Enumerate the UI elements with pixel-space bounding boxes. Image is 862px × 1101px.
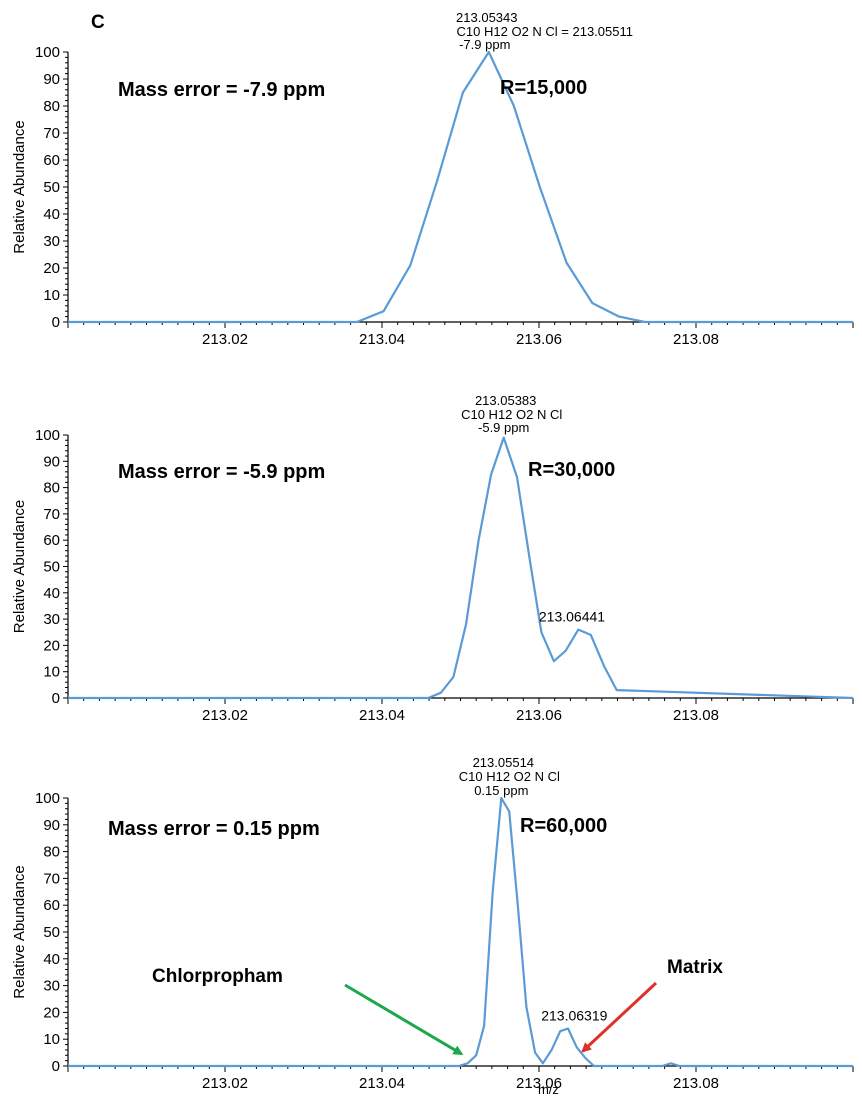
y-tick-label: 90 xyxy=(43,453,60,470)
x-tick-label: 213.06 xyxy=(516,707,562,724)
peak-error-label: 0.15 ppm xyxy=(474,783,528,798)
y-tick-label: 70 xyxy=(43,870,60,887)
x-tick-label: 213.02 xyxy=(202,707,248,724)
x-tick-label: 213.08 xyxy=(673,331,719,348)
x-tick-label: 213.06 xyxy=(516,331,562,348)
peak-mz-label: 213.05383 xyxy=(475,393,536,408)
y-tick-label: 50 xyxy=(43,179,60,196)
y-axis-label: Relative Abundance xyxy=(11,500,28,633)
y-tick-label: 80 xyxy=(43,98,60,115)
y-tick-label: 80 xyxy=(43,844,60,861)
y-tick-label: 60 xyxy=(43,897,60,914)
peak-error-label: -5.9 ppm xyxy=(478,420,529,435)
x-axis-label: m/z xyxy=(538,1082,559,1097)
spectrum-trace xyxy=(68,436,854,700)
mass-error-text: Mass error = -5.9 ppm xyxy=(118,461,325,483)
y-tick-label: 60 xyxy=(43,152,60,169)
y-tick-label: 10 xyxy=(43,1031,60,1048)
y-tick-label: 40 xyxy=(43,951,60,968)
x-tick-label: 213.08 xyxy=(673,1075,719,1092)
y-tick-label: 50 xyxy=(43,924,60,941)
y-axis-label: Relative Abundance xyxy=(11,120,28,253)
peak-formula-label: C10 H12 O2 N Cl xyxy=(459,769,560,784)
y-tick-label: 40 xyxy=(43,206,60,223)
peak-formula-label: C10 H12 O2 N Cl = 213.05511 xyxy=(457,24,633,39)
panel-letter: C xyxy=(91,12,105,33)
x-tick-label: 213.06 xyxy=(516,1075,562,1092)
y-tick-label: 90 xyxy=(43,71,60,88)
y-tick-label: 20 xyxy=(43,260,60,277)
spectrum-trace xyxy=(68,50,853,324)
y-tick-label: 70 xyxy=(43,506,60,523)
resolution-text: R=60,000 xyxy=(520,815,607,837)
spectrum-panel-2: 0 10 20 30 40 50 60 70 80 90 100 213.02 213.04 213.06… xyxy=(11,393,854,724)
y-tick-label: 70 xyxy=(43,125,60,142)
peak-mz-label: 213.05343 xyxy=(456,10,517,25)
chlorpropham-arrow xyxy=(344,983,464,1056)
x-tick-label: 213.02 xyxy=(202,1075,248,1092)
y-tick-label: 10 xyxy=(43,664,60,681)
y-tick-label: 10 xyxy=(43,287,60,304)
y-tick-label: 0 xyxy=(52,314,60,331)
y-tick-label: 50 xyxy=(43,559,60,576)
matrix-label: Matrix xyxy=(667,957,723,978)
secondary-peak-label: 213.06441 xyxy=(539,609,605,625)
y-tick-label: 100 xyxy=(35,44,60,61)
y-tick-label: 90 xyxy=(43,817,60,834)
chlorpropham-label: Chlorpropham xyxy=(152,966,283,987)
x-tick-label: 213.08 xyxy=(673,707,719,724)
resolution-text: R=30,000 xyxy=(528,459,615,481)
y-tick-label: 30 xyxy=(43,978,60,995)
peak-mz-label: 213.05514 xyxy=(473,755,534,770)
mass-error-text: Mass error = 0.15 ppm xyxy=(108,818,320,840)
y-axis-label: Relative Abundance xyxy=(11,865,28,998)
y-tick-label: 20 xyxy=(43,1004,60,1021)
spectrum-panel-3: 0 10 20 30 40 50 60 70 80 90 100 213.02 213.04 213.06… xyxy=(11,755,854,1097)
matrix-arrow xyxy=(581,981,658,1053)
y-tick-label: 0 xyxy=(52,1058,60,1075)
x-tick-label: 213.04 xyxy=(359,1075,405,1092)
y-tick-label: 30 xyxy=(43,611,60,628)
x-tick-label: 213.02 xyxy=(202,331,248,348)
y-tick-label: 100 xyxy=(35,427,60,444)
y-tick-label: 40 xyxy=(43,585,60,602)
x-tick-label: 213.04 xyxy=(359,707,405,724)
secondary-peak-label: 213.06319 xyxy=(541,1007,607,1023)
resolution-text: R=15,000 xyxy=(500,77,587,99)
spectrum-trace xyxy=(68,796,853,1068)
peak-formula-label: C10 H12 O2 N Cl xyxy=(461,407,562,422)
y-tick-label: 80 xyxy=(43,480,60,497)
y-tick-label: 20 xyxy=(43,637,60,654)
y-tick-label: 60 xyxy=(43,532,60,549)
mass-error-text: Mass error = -7.9 ppm xyxy=(118,79,325,101)
y-tick-label: 0 xyxy=(52,690,60,707)
y-tick-label: 100 xyxy=(35,790,60,807)
peak-error-label: -7.9 ppm xyxy=(459,37,510,52)
y-tick-label: 30 xyxy=(43,233,60,250)
spectrum-panel-1: 0 10 20 30 40 50 60 70 80 90 100 213.02 213.04 213.06… xyxy=(11,10,854,348)
x-tick-label: 213.04 xyxy=(359,331,405,348)
